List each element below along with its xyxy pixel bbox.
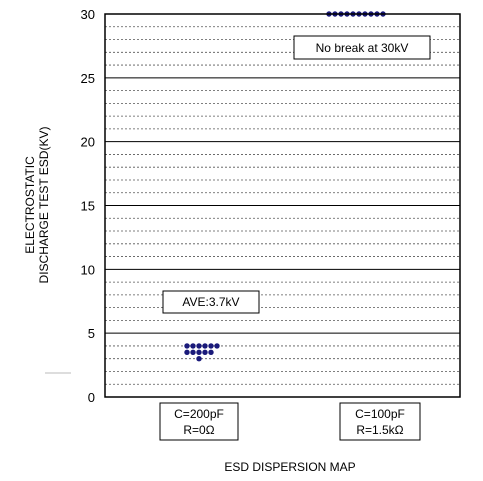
- data-point: [208, 349, 214, 356]
- y-tick-label: 0: [88, 390, 95, 405]
- y-tick-label: 20: [81, 135, 95, 150]
- data-point: [202, 343, 208, 349]
- y-tick-label: 10: [81, 262, 95, 277]
- data-point: [190, 343, 196, 349]
- annotation-average: AVE:3.7kV: [162, 290, 260, 314]
- data-point: [196, 343, 202, 349]
- y-axis-label-line-1: ELECTROSTATIC: [23, 156, 37, 254]
- data-point: [196, 356, 202, 362]
- category-label-1: C=100pF R=1.5kΩ: [339, 402, 421, 441]
- category-0-line-1: C=200pF: [174, 407, 224, 421]
- category-1-line-1: C=100pF: [355, 407, 405, 421]
- annotation-average-text: AVE:3.7kV: [182, 295, 239, 309]
- annotation-no-break-text: No break at 30kV: [316, 41, 409, 55]
- y-axis-label-line-2: DISCHARGE TEST ESD(KV): [37, 127, 51, 284]
- y-tick-label: 15: [81, 199, 95, 214]
- y-tick-label: 5: [88, 326, 95, 341]
- category-label-0: C=200pF R=0Ω: [159, 402, 239, 441]
- data-point: [190, 349, 196, 356]
- data-point: [214, 343, 220, 349]
- y-tick-label: 30: [81, 7, 95, 22]
- data-point: [208, 343, 214, 349]
- plot-frame: [104, 13, 461, 398]
- x-axis-label: ESD DISPERSION MAP: [224, 460, 355, 474]
- grid-lines: [105, 26, 460, 385]
- annotation-no-break: No break at 30kV: [293, 35, 431, 60]
- data-point: [184, 343, 190, 349]
- data-point: [184, 349, 190, 356]
- category-0-line-2: R=0Ω: [183, 423, 214, 437]
- category-1-line-2: R=1.5kΩ: [356, 423, 403, 437]
- y-tick-label: 25: [81, 71, 95, 86]
- data-point: [202, 349, 208, 356]
- y-axis-ticks: 0 5 10 15 20 25 30: [81, 7, 95, 405]
- data-point: [196, 349, 202, 356]
